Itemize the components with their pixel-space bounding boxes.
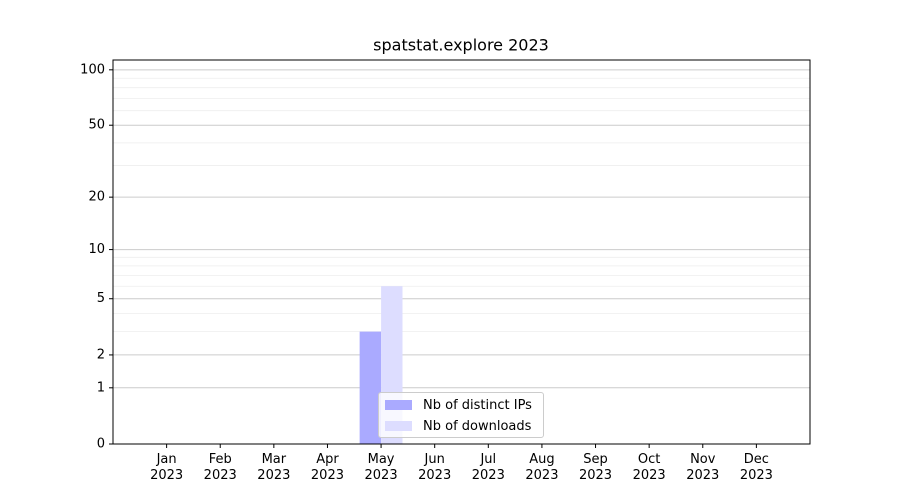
y-tick-label: 2	[97, 347, 105, 362]
plot-frame	[112, 59, 811, 445]
x-tick-label: Feb 2023	[203, 452, 237, 483]
x-tick-label: Dec 2023	[739, 452, 773, 483]
legend-item: Nb of downloads	[385, 416, 531, 436]
y-tick-label: 10	[88, 242, 105, 257]
legend-swatch	[385, 400, 412, 410]
bar	[359, 331, 382, 444]
x-tick-label: Jun 2023	[418, 452, 452, 483]
x-tick-label: May 2023	[364, 452, 398, 483]
y-tick-label: 100	[80, 62, 105, 77]
x-tick-label: Mar 2023	[257, 452, 291, 483]
y-tick-label: 0	[97, 437, 105, 452]
x-tick-label: Sep 2023	[578, 452, 613, 483]
legend: Nb of distinct IPs Nb of downloads	[378, 392, 544, 438]
y-tick-label: 20	[88, 190, 105, 205]
y-tick-label: 50	[88, 118, 105, 133]
chart-title: spatstat.explore 2023	[373, 36, 549, 55]
x-tick-label: Oct 2023	[632, 452, 666, 483]
x-tick-label: Apr 2023	[310, 452, 344, 483]
x-tick-label: Nov 2023	[686, 452, 720, 483]
legend-label: Nb of distinct IPs	[423, 397, 532, 413]
legend-item: Nb of distinct IPs	[385, 395, 532, 415]
y-tick-label: 5	[97, 291, 105, 306]
legend-label: Nb of downloads	[423, 418, 532, 434]
y-tick-label: 1	[97, 380, 105, 395]
x-tick-label: Jul 2023	[471, 452, 505, 483]
x-tick-label: Aug 2023	[525, 452, 559, 483]
legend-swatch	[385, 421, 412, 431]
x-tick-label: Jan 2023	[150, 452, 184, 483]
